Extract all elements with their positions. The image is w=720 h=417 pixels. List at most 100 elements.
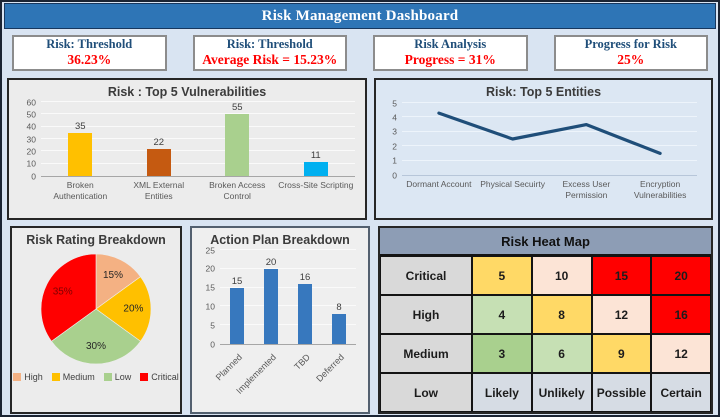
bar: [332, 313, 346, 344]
gridline: [220, 249, 356, 250]
x-axis-label-line: Permission: [565, 190, 608, 201]
kpi-value: 25%: [617, 52, 645, 68]
y-axis-tick: 20: [26, 146, 36, 157]
y-axis-tick: 25: [205, 244, 215, 255]
heat-map-title: Risk Heat Map: [380, 228, 711, 256]
risk-line: [437, 111, 662, 156]
bar: [146, 148, 171, 176]
legend-label: Medium: [62, 372, 95, 382]
heat-cell: 15: [591, 256, 652, 295]
y-axis-tick: 0: [31, 170, 36, 181]
bar: [303, 162, 328, 176]
gridline: [220, 267, 356, 269]
bars-layer: 35 22 55 11: [41, 102, 355, 176]
plot-area: 0 1 2 3 4 5: [392, 99, 697, 179]
legend-item: High: [13, 372, 43, 382]
bar-slot: 55: [198, 102, 277, 176]
kpi-title: Risk Analysis: [414, 36, 487, 51]
bar-value-label: 20: [265, 256, 277, 268]
kpi-title: Risk: Threshold: [46, 36, 133, 51]
legend-item: Low: [103, 372, 131, 382]
pie-slice-medium: [95, 276, 152, 342]
x-axis-label-line: Dormant Account: [406, 179, 472, 189]
kpi-value: Average Risk = 15.23%: [202, 52, 338, 68]
x-axis-label: Deferred: [314, 352, 347, 384]
x-axis-label: Planned: [213, 352, 245, 383]
y-axis-tick: 0: [210, 338, 215, 349]
chart-title: Risk Rating Breakdown: [26, 233, 166, 247]
plot-area: 0 10 20 30 40 50 60 35 22 55 11: [27, 98, 355, 180]
kpi-card-progress-for-risk: Progress for Risk 25%: [553, 35, 708, 71]
heat-cell: 16: [651, 295, 711, 334]
kpi-card-risk-analysis: Risk Analysis Progress = 31%: [373, 35, 528, 71]
gridline: [402, 102, 697, 103]
bar-slot: 20: [254, 250, 288, 344]
y-axis-tick: 2: [392, 140, 397, 151]
pie-data-label: 30%: [86, 341, 106, 352]
bar: [264, 268, 278, 344]
bar-slot: 35: [41, 102, 120, 176]
y-axis-tick: 5: [210, 319, 215, 330]
bar-value-label: 11: [310, 150, 321, 162]
x-axis-label-line: Physical Secuirty: [480, 179, 545, 189]
x-axis-labels: Broken Authentication XML External Entities…: [41, 180, 355, 202]
bar-slot: 11: [277, 102, 356, 176]
y-axis-tick: 10: [205, 301, 215, 312]
gridline: [41, 138, 355, 139]
heat-cell: Certain: [651, 373, 711, 412]
x-axis-label-line: Entities: [144, 191, 173, 202]
x-axis-label-line: Broken: [66, 180, 94, 190]
heat-cell: 12: [651, 334, 711, 373]
legend-label: High: [24, 372, 43, 382]
kpi-title: Risk: Threshold: [226, 36, 313, 51]
bar: [230, 287, 244, 344]
pie-slice-high: [95, 253, 141, 310]
kpi-card-risk-threshold: Risk: Threshold 36.23%: [12, 35, 167, 71]
page-title: Risk Management Dashboard: [261, 7, 459, 24]
x-axis-label: XML External Entities: [120, 180, 199, 202]
risk-heat-map-panel: Risk Heat Map Critical 5 10 15 20 High 4 8 12 16 M…: [378, 226, 713, 414]
y-axis-tick: 30: [26, 133, 36, 144]
bar-value-label: 16: [299, 271, 311, 283]
legend-item: Critical: [140, 372, 179, 382]
chart-title: Risk : Top 5 Vulnerabilities: [107, 85, 267, 99]
bars-layer: 15 20 16 8: [220, 250, 356, 344]
action-plan-chart-panel: Action Plan Breakdown 0 5 10 15 20 25 15 20 16 8 …: [190, 226, 370, 414]
y-axis-tick: 60: [26, 96, 36, 107]
heat-cell: 5: [472, 256, 532, 295]
heat-cell: 20: [651, 256, 711, 295]
x-axis-label: TBD: [292, 352, 313, 372]
legend-swatch: [13, 373, 22, 381]
x-axis-label-line: Excess User: [562, 179, 611, 189]
gridline: [402, 116, 697, 118]
kpi-card-average-risk: Risk: Threshold Average Risk = 15.23%: [192, 35, 347, 71]
heat-cell: 4: [472, 295, 532, 334]
y-axis-tick: 10: [26, 158, 36, 169]
x-axis-label: Physical Secuirty: [476, 179, 550, 201]
heat-row-label: High: [380, 295, 472, 334]
chart-body: 0 10 20 30 40 50 60 35 22 55 11 Broken Authenticati…: [27, 98, 355, 202]
gridline: [41, 101, 355, 102]
gridline: [41, 125, 355, 127]
x-axis-label-line: XML External: [133, 180, 185, 190]
y-axis-tick: 40: [26, 121, 36, 132]
x-axis-label: Broken Authentication: [41, 180, 120, 202]
legend-swatch: [51, 373, 60, 381]
kpi-value: 36.23%: [67, 52, 112, 68]
heat-row-label: Critical: [380, 256, 472, 295]
chart-title: Action Plan Breakdown: [210, 233, 350, 247]
pie-slice-low: [51, 308, 141, 365]
x-axis-label-line: Encryption: [640, 179, 681, 189]
x-axis-label-line: Control: [223, 191, 251, 202]
heat-row-label: Medium: [380, 334, 472, 373]
gridline: [220, 324, 356, 326]
bar-value-label: 8: [336, 301, 342, 313]
heat-cell: Likely: [472, 373, 532, 412]
pie-data-label: 20%: [123, 304, 143, 315]
charts-row-top: Risk : Top 5 Vulnerabilities 0 10 20 30 40 50…: [7, 78, 713, 220]
gridline: [402, 145, 697, 147]
bar: [225, 114, 250, 176]
chart-title: Risk: Top 5 Entities: [485, 85, 602, 99]
heat-cell: 3: [472, 334, 532, 373]
